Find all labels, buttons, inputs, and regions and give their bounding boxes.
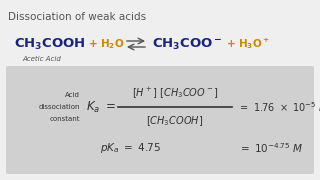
Text: Acid: Acid xyxy=(65,92,80,98)
Text: Acetic Acid: Acetic Acid xyxy=(22,56,61,62)
Text: $=\ 1.76\ \times\ 10^{-5}\ M$: $=\ 1.76\ \times\ 10^{-5}\ M$ xyxy=(238,100,320,114)
Text: $[CH_3COOH]$: $[CH_3COOH]$ xyxy=(147,114,204,128)
Text: $K_a\ =$: $K_a\ =$ xyxy=(86,99,116,114)
Text: $\mathbf{CH_3COO^-}$: $\mathbf{CH_3COO^-}$ xyxy=(152,36,223,51)
Text: Dissociation of weak acids: Dissociation of weak acids xyxy=(8,12,146,22)
FancyBboxPatch shape xyxy=(6,66,314,174)
Text: dissociation: dissociation xyxy=(38,104,80,110)
Text: $[H^+]\ [CH_3COO^-]$: $[H^+]\ [CH_3COO^-]$ xyxy=(132,86,218,100)
Text: $\mathbf{CH_3COOH}$: $\mathbf{CH_3COOH}$ xyxy=(14,36,86,51)
Text: $\bf{+\ H_2O}$: $\bf{+\ H_2O}$ xyxy=(88,37,124,51)
Text: $\bf{+\ H_3O^+}$: $\bf{+\ H_3O^+}$ xyxy=(226,37,270,51)
Text: $=\ 10^{-4.75}\ M$: $=\ 10^{-4.75}\ M$ xyxy=(238,141,303,155)
Text: constant: constant xyxy=(50,116,80,122)
Text: $pK_a\ =\ 4.75$: $pK_a\ =\ 4.75$ xyxy=(100,141,161,155)
